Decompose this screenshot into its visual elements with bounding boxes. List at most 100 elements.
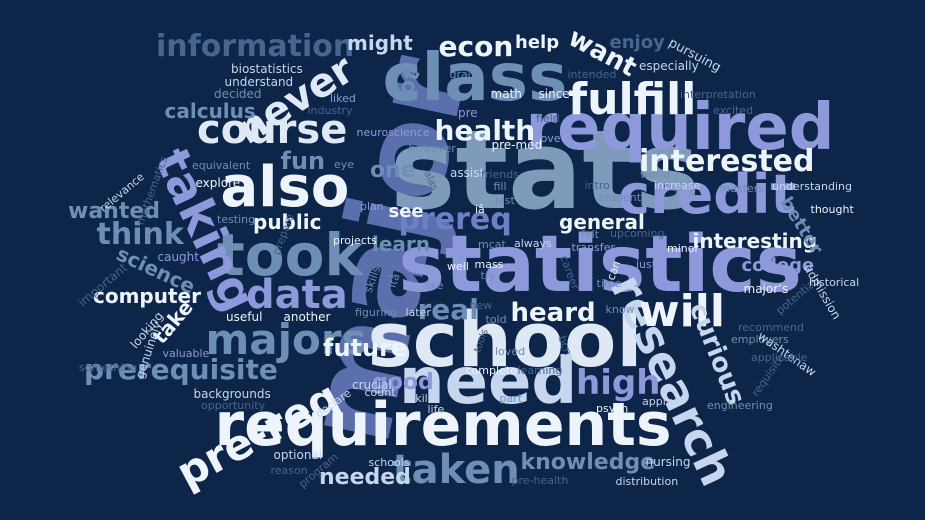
cloud-word: minor: [667, 241, 699, 255]
cloud-word: skill: [409, 391, 431, 405]
cloud-word: might: [347, 31, 413, 55]
cloud-word: assist: [450, 166, 485, 180]
cloud-word: intro: [584, 178, 610, 192]
cloud-word: understanding: [772, 179, 852, 193]
cloud-word: later: [405, 305, 431, 319]
cloud-word: historical: [809, 275, 860, 289]
cloud-word: crucial: [352, 378, 392, 392]
cloud-word: caught: [157, 250, 199, 264]
cloud-word: requirements: [214, 390, 672, 460]
cloud-word: recommend: [738, 320, 804, 334]
cloud-word: count: [364, 385, 396, 399]
cloud-word: college: [741, 255, 815, 276]
cloud-word: school: [367, 295, 643, 384]
cloud-word: decided: [214, 87, 262, 101]
cloud-word: future: [323, 334, 408, 362]
cloud-word: see: [388, 201, 424, 222]
cloud-word: prerequisite: [84, 353, 278, 386]
cloud-word: also: [220, 155, 350, 220]
cloud-word: pre-health: [511, 473, 569, 487]
cloud-word: learn: [372, 232, 431, 256]
cloud-word: complete: [465, 363, 517, 377]
cloud-word: figuring: [355, 305, 398, 319]
cloud-word: one: [370, 158, 416, 183]
cloud-word: fun: [280, 147, 326, 175]
cloud-word: grad: [449, 67, 475, 81]
cloud-word: testing: [217, 212, 256, 226]
cloud-word: econ: [438, 30, 514, 63]
cloud-word: always: [514, 236, 552, 250]
cloud-word: field: [536, 111, 560, 125]
cloud-word: intended: [567, 67, 617, 81]
cloud-word: need: [399, 345, 578, 419]
cloud-word: statistics: [398, 220, 802, 310]
cloud-word: understand: [224, 75, 294, 89]
cloud-word: high: [576, 363, 661, 403]
cloud-word: love: [537, 131, 561, 145]
cloud-word: thought: [810, 202, 854, 216]
cloud-word: think: [96, 217, 184, 252]
cloud-word: schools: [368, 455, 410, 469]
cloud-word: eye: [334, 157, 355, 171]
cloud-word: enjoy: [609, 32, 665, 53]
cloud-word: major’s: [743, 282, 789, 296]
cloud-word: excited: [713, 103, 754, 117]
cloud-word: another: [283, 310, 331, 324]
cloud-word: increase: [654, 178, 701, 192]
cloud-word: taken: [392, 447, 520, 493]
cloud-word: class: [382, 39, 568, 116]
cloud-word: interesting: [692, 229, 818, 253]
cloud-word: biostatistics: [231, 62, 303, 76]
cloud-word: plan: [360, 199, 384, 213]
cloud-word: know: [605, 302, 635, 316]
cloud-word: optional: [273, 448, 323, 462]
cloud-word: psych: [596, 401, 629, 415]
cloud-word: calculus: [164, 99, 256, 123]
cloud-word: time: [596, 276, 622, 290]
cloud-word: upcoming: [610, 226, 665, 240]
cloud-word: data: [246, 272, 348, 318]
cloud-word: took: [217, 221, 363, 289]
cloud-word: math: [490, 87, 522, 101]
cloud-word: prereq: [398, 202, 512, 237]
cloud-word: equivalent: [192, 158, 251, 172]
cloud-word: opportunity: [201, 398, 266, 412]
cloud-word: health: [434, 114, 536, 147]
cloud-word: heard: [510, 298, 596, 328]
cloud-word: learning: [517, 363, 563, 377]
cloud-word: neuroscience: [356, 125, 430, 139]
cloud-word: last: [495, 193, 515, 207]
cloud-word: loved: [495, 344, 526, 358]
cloud-word: transfer: [571, 240, 615, 254]
cloud-word: pre-med: [491, 138, 543, 152]
cloud-word: useful: [226, 310, 263, 324]
cloud-word: told: [485, 312, 507, 326]
cloud-word: fill: [493, 179, 507, 193]
cloud-word: student: [599, 190, 642, 204]
cloud-word: pre: [458, 106, 478, 120]
cloud-word: information: [156, 29, 355, 64]
cloud-word: well: [447, 259, 469, 273]
cloud-word: course: [197, 107, 348, 153]
cloud-word: mcat: [478, 237, 506, 251]
cloud-word: iâ: [475, 202, 485, 216]
cloud-word: interpretation: [680, 87, 756, 101]
cloud-word: life: [427, 402, 445, 416]
cloud-word: fulfill: [568, 74, 697, 125]
cloud-word: backgrounds: [193, 387, 271, 401]
cloud-word: engineering: [707, 398, 773, 412]
cloud-word: since: [538, 87, 570, 101]
cloud-word: just: [636, 257, 657, 271]
cloud-word: applicable: [751, 350, 808, 364]
cloud-word: masters: [719, 181, 765, 195]
cloud-word: knowledge: [520, 450, 656, 475]
cloud-word: majors: [205, 315, 367, 364]
cloud-word: reason: [270, 463, 308, 477]
cloud-word: apply: [642, 394, 673, 408]
cloud-word: new: [469, 298, 493, 312]
cloud-word: help: [515, 32, 560, 53]
cloud-word: felt: [581, 227, 600, 241]
cloud-word: try: [480, 268, 496, 282]
cloud-word: especially: [639, 59, 699, 73]
cloud-word: like: [424, 278, 444, 292]
